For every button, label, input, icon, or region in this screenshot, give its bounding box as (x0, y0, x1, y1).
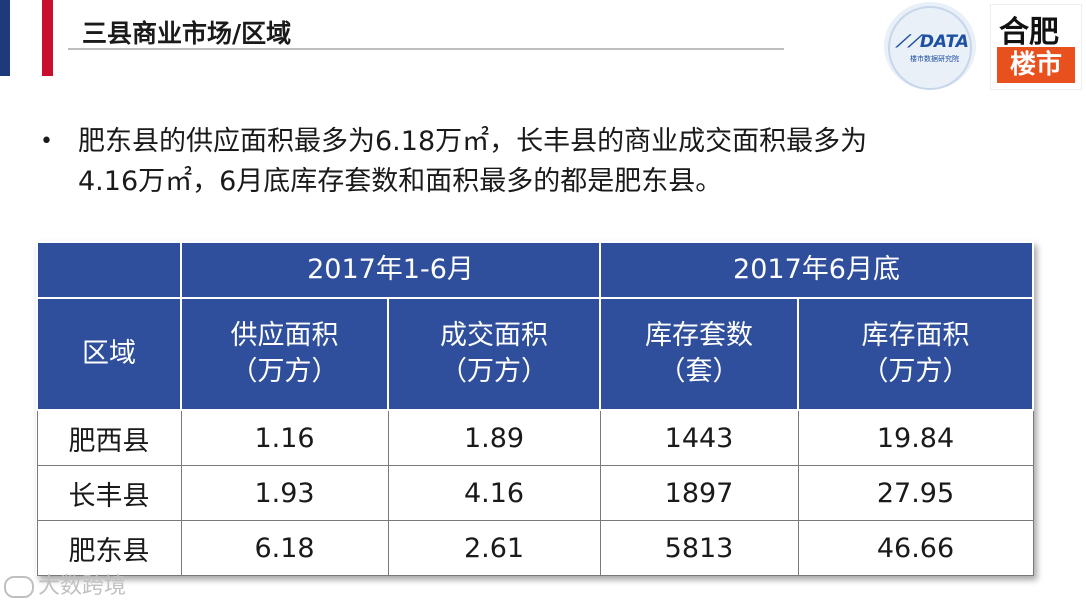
logo-data-word: ⟋⟋DATA (896, 32, 969, 52)
table-column-header-row: 区域 供应面积 （万方） 成交面积 （万方） 库存套数 （套） 库存面积 （万方… (36, 297, 1034, 411)
column-name: 库存套数 (645, 320, 753, 351)
cell-deal-area: 1.89 (387, 409, 601, 466)
summary-line-2: 4.16万㎡，6月底库存套数和面积最多的都是肥东县。 (78, 166, 723, 197)
logo-city-line1: 合肥 (999, 15, 1059, 50)
title-divider (68, 48, 784, 50)
column-unit: （万方） (861, 356, 970, 387)
cell-stock-area: 46.66 (797, 520, 1034, 576)
bullet-dot: • (40, 129, 53, 154)
data-logo: ⟋⟋DATA 楼市数据研究院 (884, 2, 976, 90)
cell-supply-area: 1.16 (180, 409, 389, 466)
flag-white-stripe (10, 0, 42, 76)
flag-red-stripe (42, 0, 53, 76)
cell-region: 长丰县 (36, 465, 182, 521)
column-unit: （万方） (230, 356, 339, 387)
logo-data-subtitle: 楼市数据研究院 (910, 55, 959, 63)
column-unit: （万方） (440, 356, 548, 387)
market-data-table: 2017年1-6月 2017年6月底 区域 供应面积 （万方） 成交面积 （万方… (36, 241, 1034, 576)
table-row: 肥东县 6.18 2.61 5813 46.66 (36, 520, 1034, 576)
table-group-header-row: 2017年1-6月 2017年6月底 (36, 241, 1034, 299)
table-header-supply-area: 供应面积 （万方） (180, 297, 389, 411)
watermark-icon (4, 576, 34, 598)
cell-supply-area: 6.18 (180, 520, 389, 576)
table-row: 长丰县 1.93 4.16 1897 27.95 (36, 465, 1034, 521)
logo-city-line2: 楼市 (997, 47, 1075, 83)
column-name: 成交面积 (440, 320, 548, 351)
table-header-period-1: 2017年1-6月 (180, 241, 601, 299)
cell-deal-area: 4.16 (387, 465, 601, 521)
cell-supply-area: 1.93 (180, 465, 389, 521)
table-header-region: 区域 (36, 297, 182, 411)
column-name: 库存面积 (861, 320, 970, 351)
table-row: 肥西县 1.16 1.89 1443 19.84 (36, 409, 1034, 466)
watermark-text: 大数跨境 (38, 574, 127, 599)
cell-stock-units: 1443 (599, 409, 799, 466)
cell-stock-units: 5813 (599, 520, 799, 576)
column-name: 供应面积 (230, 320, 339, 351)
cell-deal-area: 2.61 (387, 520, 601, 576)
cell-region: 肥西县 (36, 409, 182, 466)
logo-ring (888, 6, 972, 90)
summary-line-1: 肥东县的供应面积最多为6.18万㎡，长丰县的商业成交面积最多为 (78, 126, 868, 157)
table-header-stock-units: 库存套数 （套） (599, 297, 799, 411)
cell-region: 肥东县 (36, 520, 182, 576)
city-market-logo: 合肥 楼市 (990, 4, 1082, 90)
cell-stock-units: 1897 (599, 465, 799, 521)
table-header-deal-area: 成交面积 （万方） (387, 297, 601, 411)
cell-stock-area: 27.95 (797, 465, 1034, 521)
column-unit: （套） (658, 356, 740, 387)
table-header-period-2: 2017年6月底 (599, 241, 1034, 299)
table-header-empty (36, 241, 182, 299)
flag-blue-stripe (0, 0, 10, 76)
summary-paragraph: • 肥东县的供应面积最多为6.18万㎡，长丰县的商业成交面积最多为 4.16万㎡… (40, 122, 1000, 202)
slide-title: 三县商业市场/区域 (82, 19, 292, 48)
table-header-stock-area: 库存面积 （万方） (797, 297, 1034, 411)
cell-stock-area: 19.84 (797, 409, 1034, 466)
watermark: 大数跨境 (4, 568, 126, 600)
